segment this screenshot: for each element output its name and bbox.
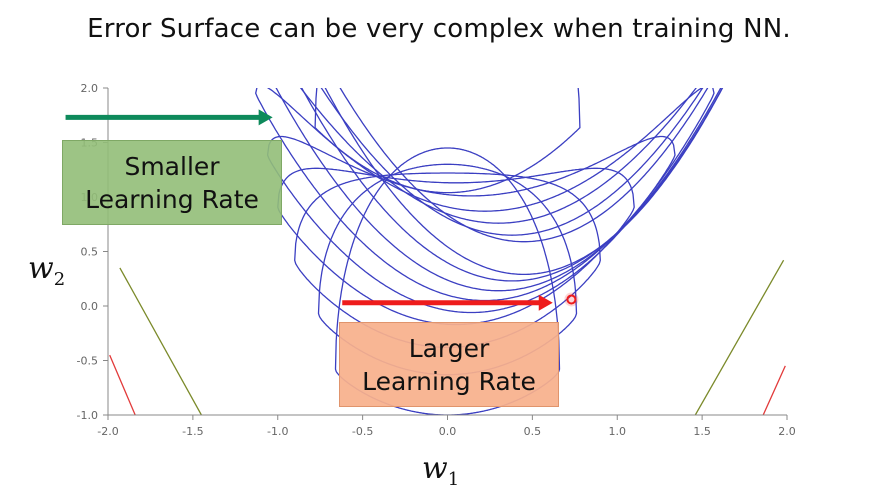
contour-line-6 [277,167,635,326]
smaller-learning-rate-box: Smaller Learning Rate [62,140,282,225]
x-ticks: -2.0 -1.5 -1.0 -0.5 0.0 0.5 1.0 1.5 2.0 [97,415,796,438]
x-tick-label: -0.5 [352,425,373,438]
y-tick-label: 0.5 [81,246,99,259]
outer-line-2 [694,259,785,415]
x-tick-label: 0.0 [439,425,457,438]
x-tick-label: 1.0 [609,425,627,438]
y-axis-label: w2 [28,251,65,290]
y-tick-label: -1.0 [77,409,98,422]
x-axis-var: w [422,451,448,486]
y-axis-subscript: 2 [54,269,65,290]
contour-line-10 [314,88,581,194]
smaller-lr-line2: Learning Rate [85,184,259,214]
outer-line-4 [762,365,786,415]
arrows [65,109,553,311]
smaller-lr-arrow-head [258,109,273,126]
larger-lr-arrow-head [538,294,553,311]
contour-line-3 [275,88,722,292]
x-tick-label: -1.0 [267,425,288,438]
smaller-lr-arrow [65,109,273,126]
contour-line-4 [255,88,715,302]
x-tick-label: 1.5 [693,425,711,438]
x-axis-subscript: 1 [448,469,459,490]
y-tick-label: 2.0 [81,82,99,95]
smaller-lr-line1: Smaller [124,151,220,181]
larger-lr-arrow [342,294,553,311]
x-tick-label: -2.0 [97,425,118,438]
contour-line-2 [301,88,723,282]
x-tick-label: 0.5 [524,425,542,438]
x-axis-label: w1 [422,451,459,490]
marker-point [566,294,577,305]
contour-line-9 [334,147,561,415]
larger-lr-line2: Learning Rate [362,366,536,396]
y-tick-label: 0.0 [81,300,99,313]
outer-contour-lines [109,259,786,415]
slide-title: Error Surface can be very complex when t… [87,14,791,44]
y-axis-var: w [28,251,54,286]
outer-line-3 [109,354,136,415]
x-tick-label: -1.5 [182,425,203,438]
outer-line-1 [119,267,202,415]
larger-lr-line1: Larger [408,333,490,363]
x-tick-label: 2.0 [778,425,796,438]
larger-learning-rate-box: Larger Learning Rate [339,322,559,407]
y-ticks: 2.01.51.00.50.0-0.5-1.0 [77,82,108,422]
marker [564,292,579,307]
y-tick-label: -0.5 [77,355,98,368]
